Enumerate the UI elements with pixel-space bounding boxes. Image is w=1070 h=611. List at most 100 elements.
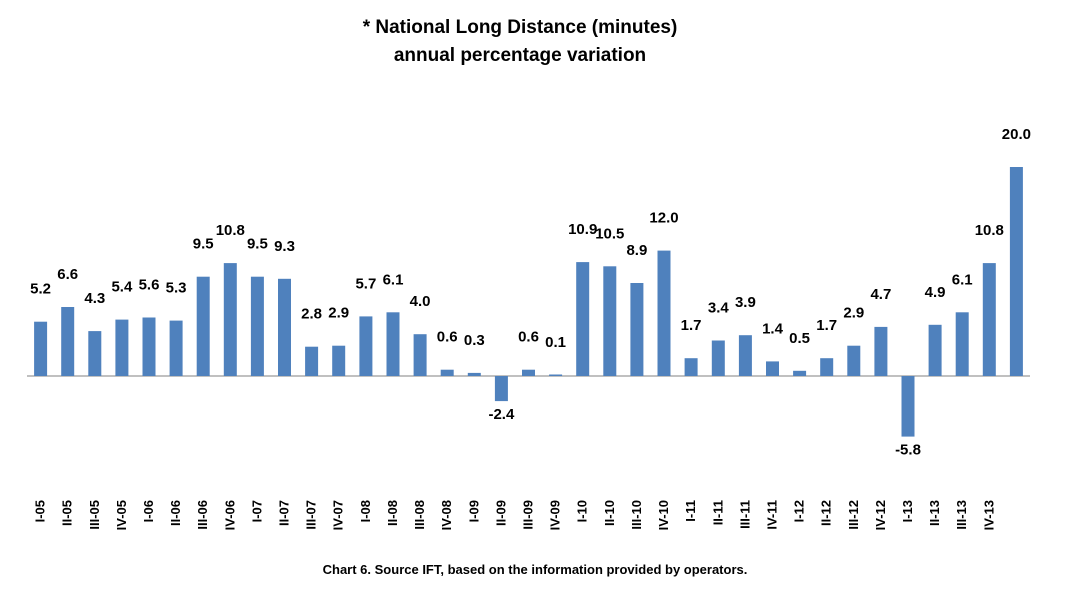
x-tick-IV-05: IV-05	[114, 500, 129, 530]
x-tick-II-06: II-06	[168, 500, 183, 526]
x-tick-IV-07: IV-07	[331, 500, 346, 530]
bar-I-13	[901, 376, 915, 437]
data-label-I-12: 0.5	[789, 330, 810, 347]
x-tick-I-13: I-13	[900, 500, 915, 522]
data-label-III-06: 9.5	[193, 236, 214, 253]
data-label-I-05: 5.2	[30, 281, 51, 298]
data-label-IV-08: 0.6	[437, 329, 458, 346]
x-tick-III-12: III-12	[846, 500, 861, 530]
x-tick-I-06: I-06	[141, 500, 156, 522]
x-tick-IV-06: IV-06	[222, 500, 237, 530]
data-label-II-12: 1.7	[816, 317, 837, 334]
data-label-II-05: 6.6	[57, 266, 78, 283]
chart-subtitle: annual percentage variation	[393, 45, 647, 66]
bar-II-11	[711, 340, 725, 376]
data-label-IV-10: 12.0	[649, 210, 678, 227]
data-label-I-10: 10.9	[568, 221, 597, 238]
x-tick-IV-13: IV-13	[981, 500, 996, 530]
x-tick-III-07: III-07	[304, 500, 319, 530]
bar-III-07	[305, 346, 319, 376]
bar-II-12	[820, 358, 834, 376]
data-label-II-08: 6.1	[383, 271, 404, 288]
bar-I-11	[684, 358, 698, 376]
data-label-IV-05: 5.4	[111, 279, 133, 296]
data-label-III-11: 3.9	[735, 294, 756, 311]
bar-IV-12	[874, 326, 888, 376]
data-label-IV-11: 1.4	[762, 320, 784, 337]
bar-II-08	[386, 312, 400, 376]
data-label-II-11: 3.4	[708, 300, 730, 317]
bar-II-06	[169, 320, 183, 376]
x-tick-III-09: III-09	[521, 500, 536, 530]
bar-I-12	[793, 370, 807, 376]
x-tick-I-05: I-05	[33, 500, 48, 522]
bar-II-05	[61, 307, 75, 376]
x-tick-IV-10: IV-10	[656, 500, 671, 530]
data-label-II-09: -2.4	[488, 406, 515, 423]
bar-III-12	[847, 345, 861, 376]
x-tick-I-07: I-07	[249, 500, 264, 522]
bar-IV-06	[223, 263, 237, 376]
x-tick-III-05: III-05	[87, 500, 102, 530]
bar-III-13	[955, 312, 969, 376]
data-label-I-06: 5.6	[139, 277, 160, 294]
bar-IV-13	[982, 263, 996, 376]
chart-title: * National Long Distance (minutes)	[362, 17, 678, 38]
x-tick-IV-09: IV-09	[548, 500, 563, 530]
data-label-IV-12: 4.7	[870, 286, 891, 303]
x-tick-II-12: II-12	[819, 500, 834, 526]
bar-III-11	[738, 335, 752, 376]
x-tick-IV-08: IV-08	[439, 500, 454, 530]
x-tick-I-10: I-10	[575, 500, 590, 522]
x-tick-I-08: I-08	[358, 500, 373, 522]
data-label-III-08: 4.0	[410, 293, 431, 310]
bar-III-06	[196, 276, 210, 376]
bar-I-08	[359, 316, 373, 376]
x-tick-I-09: I-09	[466, 500, 481, 522]
data-label-I-13: -5.8	[895, 442, 921, 459]
data-label-undefined: 20.0	[1002, 126, 1031, 143]
bar-II-10	[603, 266, 617, 376]
bar-IV-09	[549, 374, 563, 376]
x-tick-II-10: II-10	[602, 500, 617, 526]
data-label-I-11: 1.7	[681, 317, 702, 334]
data-label-II-13: 4.9	[925, 284, 946, 301]
bar-undefined	[1009, 167, 1023, 376]
bar-I-10	[576, 262, 590, 376]
data-label-I-09: 0.3	[464, 332, 485, 349]
x-tick-III-11: III-11	[737, 500, 752, 529]
bar-IV-07	[332, 345, 346, 376]
data-label-III-12: 2.9	[843, 305, 864, 322]
x-tick-II-09: II-09	[493, 500, 508, 526]
data-label-III-10: 8.9	[626, 242, 647, 259]
x-tick-II-05: II-05	[60, 500, 75, 526]
x-tick-II-11: II-11	[710, 500, 725, 525]
x-tick-III-10: III-10	[629, 500, 644, 530]
bar-II-07	[278, 278, 291, 376]
x-tick-I-11: I-11	[683, 500, 698, 522]
x-tick-IV-11: IV-11	[765, 500, 780, 530]
data-label-IV-07: 2.9	[328, 305, 349, 322]
x-tick-II-13: II-13	[927, 500, 942, 526]
data-label-III-13: 6.1	[952, 271, 973, 288]
bar-IV-10	[657, 250, 671, 376]
data-label-II-07: 9.3	[274, 238, 295, 255]
x-tick-IV-12: IV-12	[873, 500, 888, 530]
x-tick-II-07: II-07	[277, 500, 292, 526]
bar-I-05	[34, 321, 48, 376]
bar-III-10	[630, 283, 644, 376]
bar-I-07	[250, 276, 264, 376]
bar-III-09	[522, 369, 535, 376]
x-tick-III-06: III-06	[195, 500, 210, 530]
bar-I-09	[467, 372, 481, 376]
chart-title-block: * National Long Distance (minutes) annua…	[0, 14, 1040, 70]
x-tick-I-12: I-12	[792, 500, 807, 522]
x-tick-III-08: III-08	[412, 500, 427, 530]
data-label-IV-06: 10.8	[216, 222, 245, 239]
bar-IV-05	[115, 319, 129, 376]
data-label-II-06: 5.3	[166, 280, 187, 297]
bar-III-08	[413, 334, 427, 376]
bar-II-13	[928, 324, 942, 376]
x-tick-III-13: III-13	[954, 500, 969, 530]
